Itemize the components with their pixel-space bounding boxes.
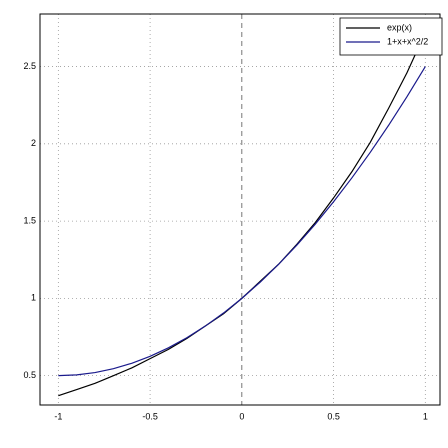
- x-tick-label: -0.5: [142, 411, 158, 421]
- y-tick-label: 2.5: [23, 61, 36, 71]
- plot-lines: [58, 32, 426, 397]
- x-tick-label: -1: [54, 411, 62, 421]
- x-tick-label: 0: [239, 411, 244, 421]
- grid: [40, 14, 440, 405]
- legend-label: 1+x+x^2/2: [387, 36, 428, 46]
- tick-labels: -1 -0.5 0 0.5 1 0.5 1 1.5 2 2.5: [23, 61, 427, 421]
- y-tick-label: 1.5: [23, 215, 36, 225]
- legend: exp(x) 1+x+x^2/2: [339, 17, 443, 56]
- y-tick-label: 0.5: [23, 370, 36, 380]
- legend-label: exp(x): [387, 22, 412, 32]
- y-tick-label: 2: [31, 138, 36, 148]
- plot-frame: [39, 13, 441, 406]
- legend-box: [339, 17, 443, 56]
- x-tick-label: 0.5: [327, 411, 340, 421]
- series-line: [58, 66, 426, 377]
- y-tick-label: 1: [31, 293, 36, 303]
- x-tick-label: 1: [423, 411, 428, 421]
